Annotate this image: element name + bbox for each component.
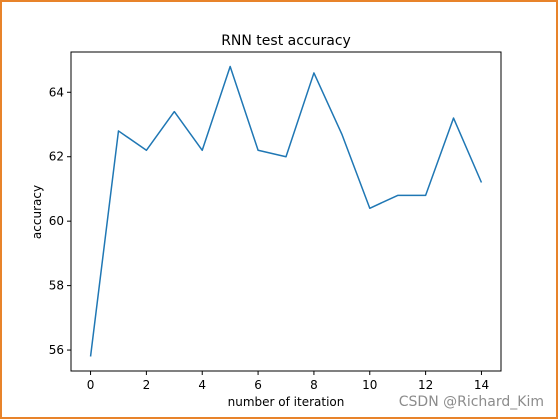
y-tick-label: 64 [49,85,64,99]
x-tick-label: 12 [418,378,433,392]
x-tick-label: 14 [474,378,489,392]
x-tick-label: 4 [198,378,206,392]
y-tick-label: 60 [49,214,64,228]
y-tick-label: 56 [49,343,64,357]
x-tick-label: 8 [310,378,318,392]
plot-area: 0 2 4 6 8 10 12 14 56 58 60 62 64 [49,51,502,392]
watermark-text: CSDN @Richard_Kim [398,394,544,410]
y-axis-label: accuracy [30,185,44,239]
accuracy-series-line [89,65,483,357]
x-tick-label: 10 [362,378,377,392]
x-axis-label: number of iteration [228,395,345,409]
x-tick-label: 6 [254,378,262,392]
y-tick-label: 58 [49,279,64,293]
y-tick-label: 62 [49,150,64,164]
x-tick-label: 2 [143,378,151,392]
chart-title: RNN test accuracy [221,33,351,49]
x-tick-label: 0 [87,378,95,392]
axes-frame [70,51,502,372]
